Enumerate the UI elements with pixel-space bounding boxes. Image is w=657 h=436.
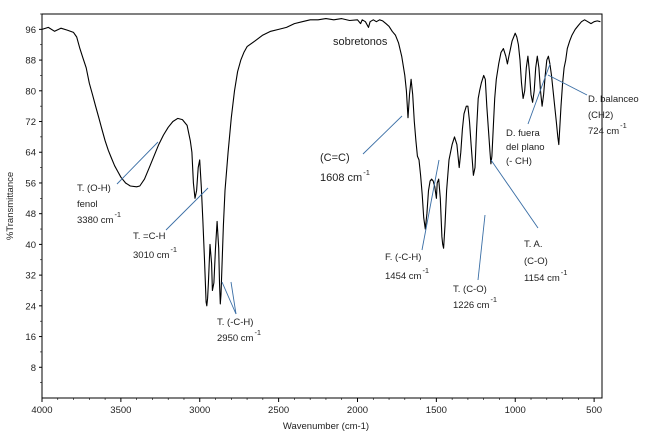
x-tick-label: 4000 bbox=[31, 405, 52, 416]
y-tick-label: 40 bbox=[25, 240, 36, 251]
x-tick-label: 3500 bbox=[110, 405, 131, 416]
annotation-label: D. fuera bbox=[506, 128, 541, 139]
x-tick-label: 500 bbox=[586, 405, 602, 416]
y-axis-title: %Transmittance bbox=[5, 172, 16, 240]
annotation-leader-line bbox=[221, 281, 237, 315]
annotation-superscript: -1 bbox=[170, 245, 177, 254]
y-tick-label: 48 bbox=[25, 209, 36, 220]
annotation-leader-line bbox=[362, 115, 403, 155]
y-tick-label: 56 bbox=[25, 178, 36, 189]
annotation-label: T. (C-O) bbox=[453, 284, 487, 295]
annotation: D. balanceo (CH2) 724 cm-1 bbox=[547, 74, 639, 137]
annotation-leader-line bbox=[547, 74, 588, 96]
annotation-leader-line bbox=[230, 281, 237, 315]
spectrum-line bbox=[41, 18, 601, 307]
y-tick-label: 96 bbox=[25, 25, 36, 36]
annotation-leader-line bbox=[116, 141, 159, 185]
x-tick-label: 1000 bbox=[505, 405, 526, 416]
x-axis-ticks: 4000 3500 3000 2500 2000 1500 1000 500 bbox=[31, 398, 602, 416]
annotation-label: 1226 cm bbox=[453, 300, 490, 311]
annotation-superscript: -1 bbox=[422, 266, 429, 275]
series-group bbox=[41, 18, 601, 307]
annotation-label: (C=C) bbox=[320, 152, 350, 164]
annotation: T. (-C-H) 2950 cm-1 bbox=[217, 281, 261, 344]
annotation-label: T. (-C-H) bbox=[217, 317, 253, 328]
annotation: T. A. (C-O) 1154 cm-1 bbox=[490, 159, 568, 284]
annotation-label: 3380 cm bbox=[77, 215, 114, 226]
annotation-label: T. A. bbox=[524, 239, 542, 250]
annotation-superscript: -1 bbox=[363, 168, 370, 177]
annotation-label: 1154 cm bbox=[524, 273, 560, 284]
y-tick-label: 64 bbox=[25, 148, 36, 159]
annotation-leader-line bbox=[421, 159, 440, 251]
y-tick-label: 88 bbox=[25, 56, 36, 67]
annotation: sobretonos bbox=[333, 36, 388, 48]
annotation-label: (C-O) bbox=[524, 256, 548, 267]
annotation-superscript: -1 bbox=[620, 121, 627, 130]
y-tick-label: 24 bbox=[25, 301, 36, 312]
annotation-label: F. (-C-H) bbox=[385, 252, 421, 263]
plot-frame bbox=[41, 13, 603, 399]
annotation-label: sobretonos bbox=[333, 36, 388, 48]
annotation-leader-line bbox=[165, 187, 209, 231]
y-axis-ticks: 8 16 24 32 40 48 56 64 72 80 88 96 bbox=[25, 13, 42, 383]
annotation: F. (-C-H) 1454 cm-1 bbox=[385, 159, 440, 282]
annotation-label: 1454 cm bbox=[385, 271, 422, 282]
plot-frame-group bbox=[41, 13, 603, 399]
annotation: T. (C-O) 1226 cm-1 bbox=[453, 214, 497, 311]
x-tick-label: 1500 bbox=[426, 405, 447, 416]
annotation-label: T. (O-H) bbox=[77, 183, 111, 194]
annotation-label: (CH2) bbox=[588, 110, 613, 121]
x-tick-label: 2000 bbox=[347, 405, 368, 416]
annotation: T. (O-H) fenol 3380 cm-1 bbox=[77, 141, 159, 226]
annotation-label: 724 cm bbox=[588, 126, 619, 137]
annotation-label: 1608 cm bbox=[320, 172, 362, 184]
annotation-label: (- CH) bbox=[506, 156, 532, 167]
annotation-leader-line bbox=[490, 159, 539, 229]
x-axis-title: Wavenumber (cm-1) bbox=[283, 421, 369, 432]
annotation: (C=C) 1608 cm -1 bbox=[320, 115, 403, 184]
annotation-label: del plano bbox=[506, 142, 545, 153]
annotation-leader-line bbox=[477, 214, 486, 281]
x-tick-label: 2500 bbox=[268, 405, 289, 416]
annotation-label: T. =C-H bbox=[133, 231, 166, 242]
annotation-superscript: -1 bbox=[561, 268, 568, 277]
y-tick-label: 80 bbox=[25, 86, 36, 97]
annotation-label: D. balanceo bbox=[588, 94, 639, 105]
annotation-leader-line bbox=[527, 63, 551, 125]
annotation: D. fuera del plano (- CH) bbox=[506, 63, 551, 167]
annotation-label: 3010 cm bbox=[133, 250, 170, 261]
y-tick-label: 72 bbox=[25, 117, 36, 128]
y-tick-label: 16 bbox=[25, 332, 36, 343]
y-tick-label: 32 bbox=[25, 271, 36, 282]
annotation-superscript: -1 bbox=[114, 210, 121, 219]
annotation: T. =C-H 3010 cm-1 bbox=[133, 187, 209, 261]
y-tick-label: 8 bbox=[31, 363, 36, 374]
annotation-label: fenol bbox=[77, 199, 98, 210]
annotation-superscript: -1 bbox=[254, 328, 261, 337]
x-tick-label: 3000 bbox=[189, 405, 210, 416]
annotation-label: 2950 cm bbox=[217, 333, 254, 344]
annotation-superscript: -1 bbox=[490, 295, 497, 304]
